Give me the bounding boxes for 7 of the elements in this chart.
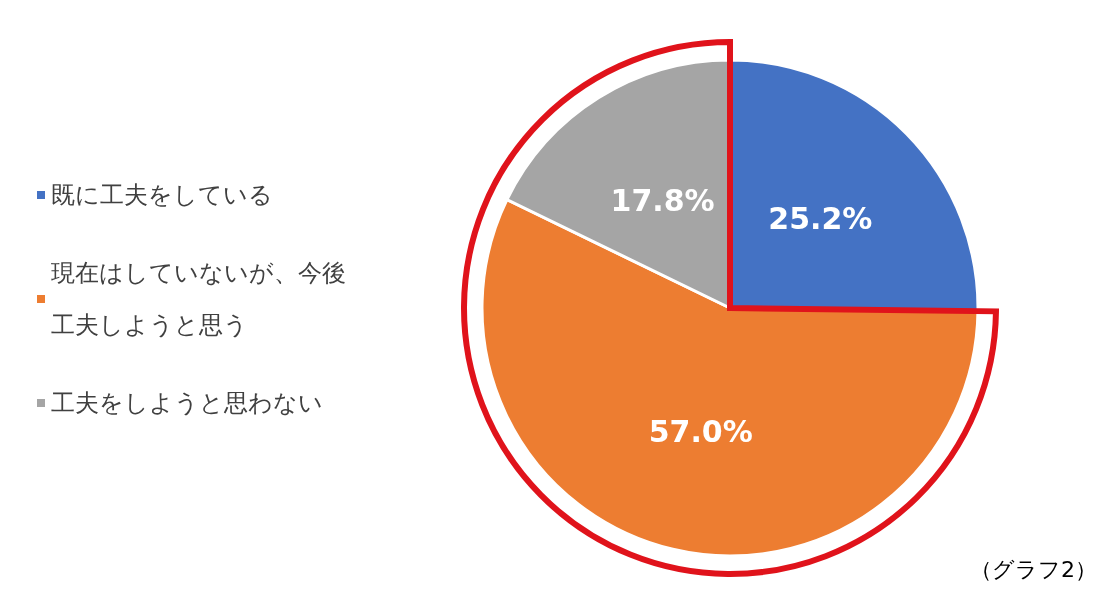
legend-label: 工夫をしようと思わない [51, 389, 323, 417]
data-label: 25.2% [768, 201, 873, 237]
text: （グラフ2） [970, 556, 1097, 582]
legend-label: 現在はしていないが、今後工夫しようと思う [51, 259, 346, 339]
legend-label: 既に工夫をしている [51, 181, 273, 209]
data-label: 57.0% [648, 414, 753, 450]
data-label: 17.8% [610, 182, 715, 218]
